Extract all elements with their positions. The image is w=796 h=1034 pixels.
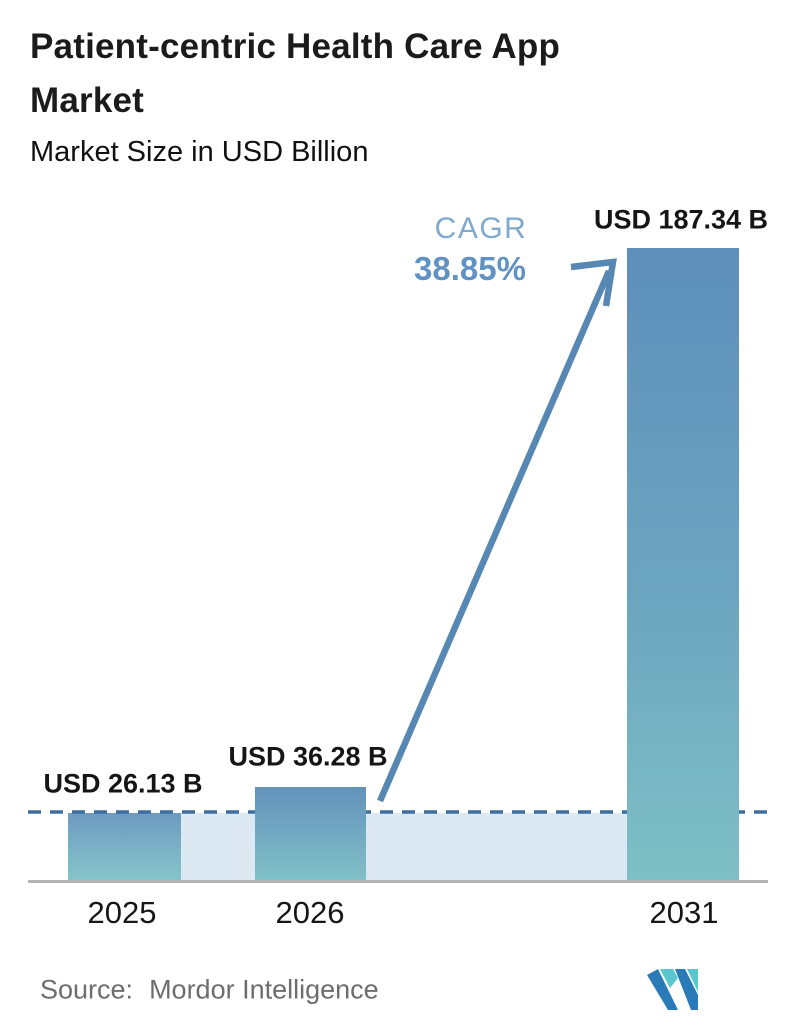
x-tick-2026: 2026 bbox=[275, 895, 345, 930]
value-label-2026: USD 36.28 B bbox=[228, 741, 388, 772]
chart-subtitle: Market Size in USD Billion bbox=[30, 136, 369, 168]
source-name: Mordor Intelligence bbox=[149, 974, 379, 1005]
mordor-intelligence-logo-icon bbox=[647, 969, 698, 1010]
cagr-value: 38.85% bbox=[414, 250, 526, 287]
page-title: Patient-centric Health Care App Market bbox=[30, 27, 561, 121]
source-attribution: Source: Mordor Intelligence bbox=[40, 975, 379, 1006]
cagr-label: CAGR bbox=[434, 212, 528, 245]
x-axis-line bbox=[28, 880, 768, 883]
x-tick-2025: 2025 bbox=[87, 895, 157, 930]
value-label-2025: USD 26.13 B bbox=[43, 768, 203, 799]
x-tick-2031: 2031 bbox=[649, 895, 719, 930]
value-label-2031: USD 187.34 B bbox=[593, 204, 769, 235]
bar-2026 bbox=[255, 787, 366, 881]
source-label: Source: bbox=[40, 974, 134, 1005]
bar-2031 bbox=[627, 248, 739, 881]
bar-2025 bbox=[68, 813, 181, 881]
